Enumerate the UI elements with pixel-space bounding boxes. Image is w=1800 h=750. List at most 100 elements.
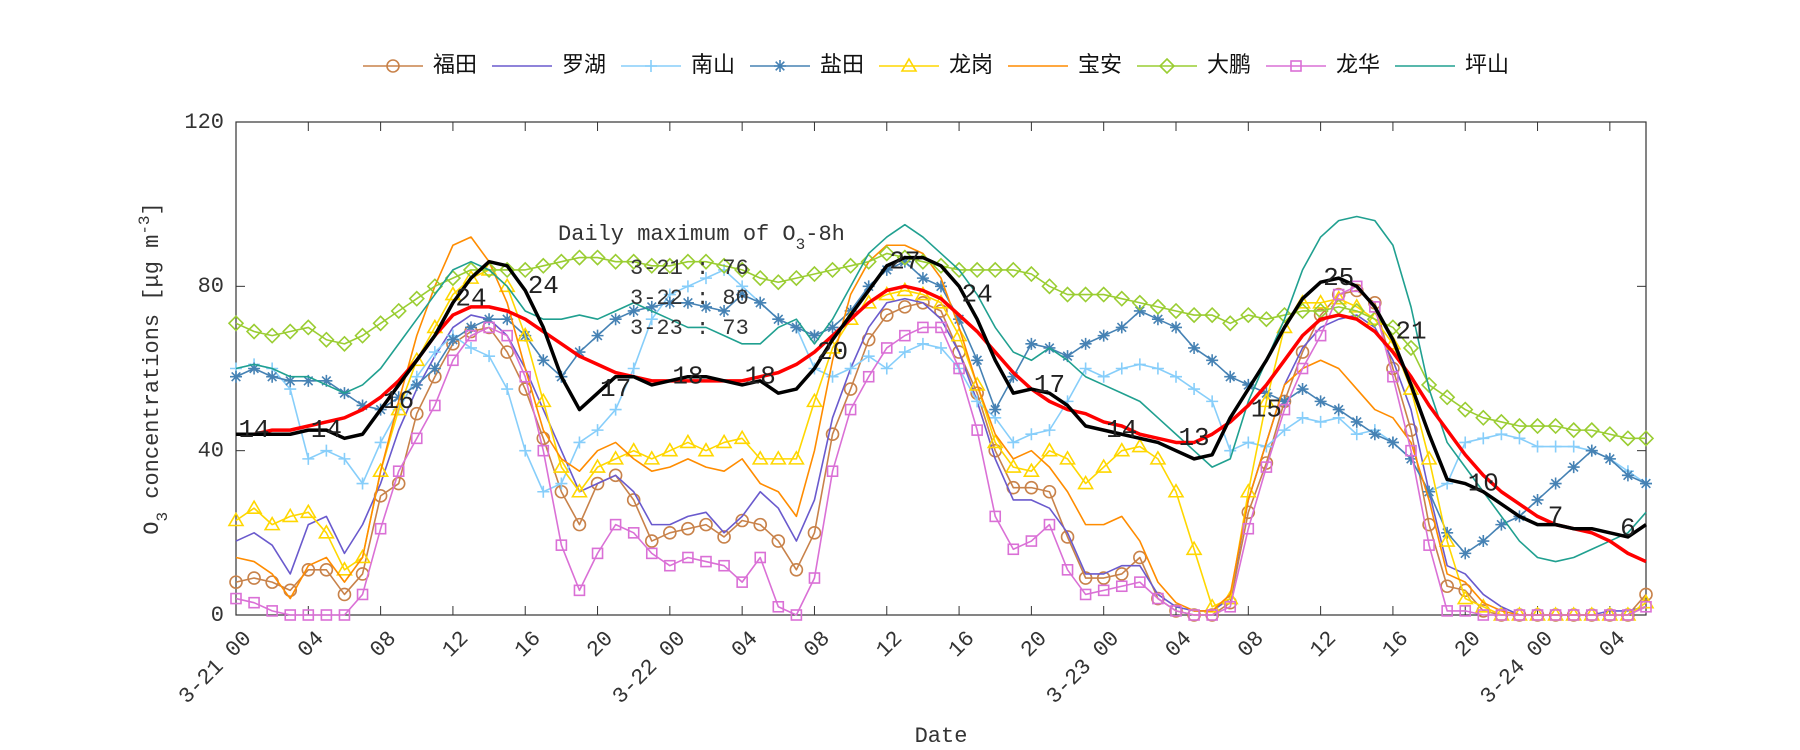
annotation: 16: [383, 386, 414, 416]
data-point: [1549, 440, 1562, 453]
data-point: [935, 280, 947, 293]
data-point: [1387, 370, 1399, 383]
data-point: [555, 477, 568, 490]
data-point: [953, 362, 965, 375]
data-point: [754, 551, 767, 564]
data-point: [879, 308, 894, 322]
annotation: 24: [528, 271, 559, 301]
data-point: [284, 609, 297, 621]
annotation: 17: [600, 374, 631, 404]
annotation: 18: [745, 362, 776, 392]
data-point: [483, 321, 495, 334]
note-line: 3-22 : 80: [630, 286, 749, 311]
data-point: [715, 433, 733, 449]
data-point: [356, 399, 369, 412]
data-point: [320, 444, 333, 457]
data-point: [1096, 571, 1111, 585]
data-point: [519, 370, 532, 383]
data-point: [1423, 539, 1435, 551]
data-point: [320, 609, 333, 621]
y-axis-label-part: 3: [154, 512, 172, 522]
data-point: [1169, 604, 1183, 618]
data-point: [699, 517, 713, 532]
data-point: [409, 406, 424, 421]
data-point: [571, 249, 588, 266]
data-point: [986, 433, 1004, 449]
data-point: [1278, 424, 1291, 437]
data-point: [1240, 306, 1257, 324]
data-point: [354, 548, 371, 564]
data-point: [1456, 589, 1474, 605]
data-point: [1260, 461, 1273, 473]
data-point: [1167, 302, 1185, 320]
data-point: [535, 257, 552, 274]
data-point: [465, 329, 477, 342]
data-point: [245, 323, 263, 340]
series-line: [235, 215, 1647, 563]
legend-marker: [645, 60, 657, 72]
data-point: [1639, 587, 1653, 602]
data-point: [1439, 389, 1456, 406]
data-point: [1005, 261, 1022, 279]
legend-marker: [386, 59, 400, 73]
data-point: [717, 530, 731, 544]
data-point: [302, 452, 315, 465]
data-point: [1332, 288, 1345, 301]
data-point: [842, 257, 859, 274]
data-point: [1567, 461, 1580, 474]
data-point: [862, 370, 875, 383]
data-point: [1258, 311, 1275, 328]
data-point: [1079, 362, 1092, 375]
data-point: [264, 327, 281, 344]
data-point: [1477, 432, 1490, 445]
data-point: [1079, 588, 1092, 601]
data-point: [1025, 428, 1038, 441]
data-point: [898, 255, 911, 268]
note-title: Daily maximum of O3-8h: [558, 222, 845, 254]
data-point: [807, 526, 822, 540]
note-title-part: -8h: [805, 222, 845, 247]
data-point: [987, 261, 1004, 279]
data-point: [1024, 480, 1039, 495]
data-point: [790, 321, 803, 334]
data-point: [1224, 444, 1237, 457]
data-point: [537, 485, 550, 498]
data-point: [1640, 600, 1652, 613]
data-point: [483, 350, 496, 363]
data-point: [1185, 306, 1203, 324]
annotation: 20: [817, 337, 848, 367]
data-point: [552, 458, 570, 473]
data-point: [428, 362, 441, 375]
data-point: [1312, 294, 1330, 309]
legend-label: 福田: [433, 53, 477, 78]
data-point: [245, 499, 263, 514]
data-point: [319, 563, 334, 577]
data-point: [1314, 415, 1327, 428]
data-point: [1224, 600, 1237, 613]
data-point: [734, 261, 751, 279]
legend-label: 坪山: [1465, 53, 1509, 78]
data-point: [844, 362, 857, 375]
data-point: [806, 265, 823, 283]
data-point: [1368, 428, 1381, 441]
data-point: [787, 450, 805, 465]
data-point: [643, 257, 660, 274]
data-point: [645, 300, 658, 313]
data-point: [410, 432, 423, 445]
data-point: [1477, 535, 1490, 548]
data-point: [1567, 440, 1580, 453]
data-point: [969, 261, 986, 279]
data-point: [950, 261, 968, 279]
data-point: [374, 522, 387, 535]
data-point: [1077, 474, 1095, 490]
data-point: [953, 313, 966, 326]
data-point: [700, 272, 712, 285]
note-title-part: Daily maximum of O: [558, 222, 796, 247]
data-point: [661, 257, 678, 274]
data-point: [1206, 395, 1219, 408]
data-point: [790, 609, 803, 621]
legend-label: 龙华: [1336, 53, 1380, 78]
data-point: [645, 547, 658, 560]
data-point: [1257, 392, 1275, 408]
data-point: [625, 253, 642, 270]
